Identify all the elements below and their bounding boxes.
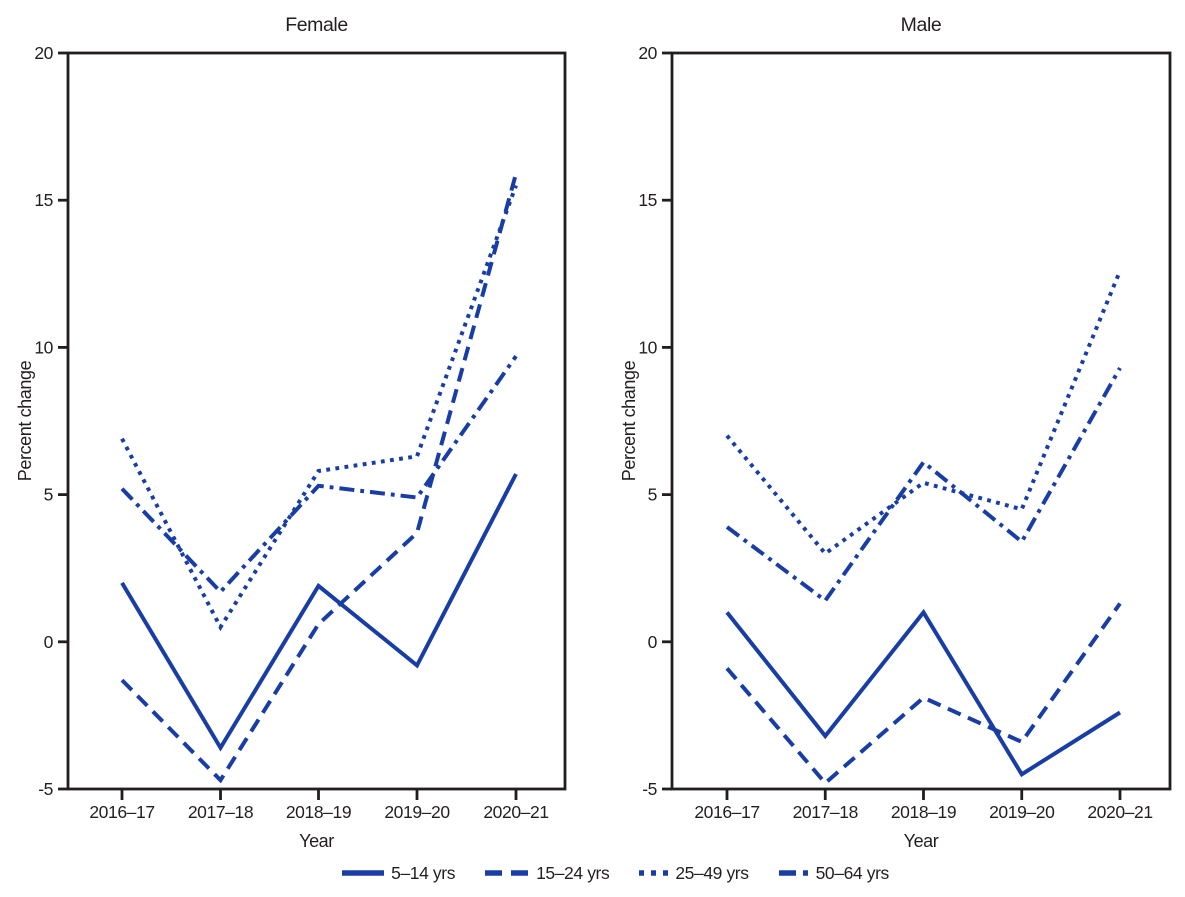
legend-label: 50–64 yrs <box>815 862 890 883</box>
legend-item-dashed: 15–24 yrs <box>485 862 610 884</box>
male-series-dotted <box>725 270 1122 557</box>
female-y-tick-label: 10 <box>34 337 53 357</box>
legend-item-dotted: 25–49 yrs <box>639 862 749 884</box>
legend-item-solid: 5–14 yrs <box>342 863 455 884</box>
female-series-dashdot <box>120 355 518 595</box>
legend-line-sample-dashed <box>485 870 530 876</box>
male-x-tick-label: 2016–17 <box>694 802 759 822</box>
female-y-tick-label: 15 <box>34 190 53 210</box>
male-y-tick-label: 0 <box>648 632 658 652</box>
legend-item-dashdot: 50–64 yrs <box>778 862 890 884</box>
female-x-axis-title: Year <box>299 831 334 851</box>
legend-line-sample-solid <box>342 870 385 876</box>
male-series-dashed <box>725 602 1122 786</box>
female-series-dashed <box>120 173 518 784</box>
male-y-tick-label: 15 <box>638 190 657 210</box>
male-panel-title: Male <box>901 14 942 36</box>
female-y-axis-title: Percent change <box>15 360 35 481</box>
female-x-tick-label: 2016–17 <box>89 802 154 822</box>
male-x-tick-label: 2019–20 <box>989 802 1055 822</box>
panel-male: Male 20 15 10 5 0 -5 2016–17 2017–18 2018–19 2019–… <box>619 14 1172 851</box>
female-x-tick-label: 2020–21 <box>483 802 548 822</box>
female-y-tick-label: 5 <box>44 485 53 505</box>
male-x-axis-title: Year <box>904 831 939 851</box>
female-y-tick-label: 0 <box>44 632 54 652</box>
female-x-tick-label: 2019–20 <box>384 802 450 822</box>
female-plot-box <box>66 51 567 791</box>
legend-label: 15–24 yrs <box>536 862 610 883</box>
male-series-dashdot <box>725 367 1122 604</box>
male-plot-box <box>670 51 1172 791</box>
female-x-tick-label: 2018–19 <box>286 802 351 822</box>
panel-female: Female 20 15 10 5 0 -5 2016–17 2017–18 2018–19 201… <box>15 14 567 851</box>
male-y-axis-title: Percent change <box>619 360 639 481</box>
legend-line-sample-dashdot <box>778 870 809 876</box>
female-panel-title: Female <box>285 14 348 36</box>
male-x-tick-label: 2017–18 <box>793 802 858 822</box>
male-y-tick-label: 20 <box>638 43 657 63</box>
female-x-tick-label: 2017–18 <box>188 802 253 822</box>
female-y-tick-label: 20 <box>34 43 53 63</box>
male-y-tick-label: -5 <box>642 779 657 799</box>
male-y-tick-label: 10 <box>638 337 657 357</box>
legend-label: 25–49 yrs <box>675 862 749 883</box>
male-series-solid <box>725 608 1122 778</box>
female-series-solid <box>120 473 518 752</box>
female-y-tick-label: -5 <box>38 779 53 799</box>
female-series-dotted <box>120 184 518 632</box>
male-x-tick-label: 2018–19 <box>891 802 956 822</box>
male-y-tick-label: 5 <box>648 485 657 505</box>
chart-legend: 5–14 yrs 15–24 yrs 25–49 yrs 50–64 yrs <box>23 858 1185 888</box>
male-x-tick-label: 2020–21 <box>1087 802 1152 822</box>
legend-line-sample-dotted <box>639 870 669 876</box>
legend-label: 5–14 yrs <box>391 862 456 883</box>
